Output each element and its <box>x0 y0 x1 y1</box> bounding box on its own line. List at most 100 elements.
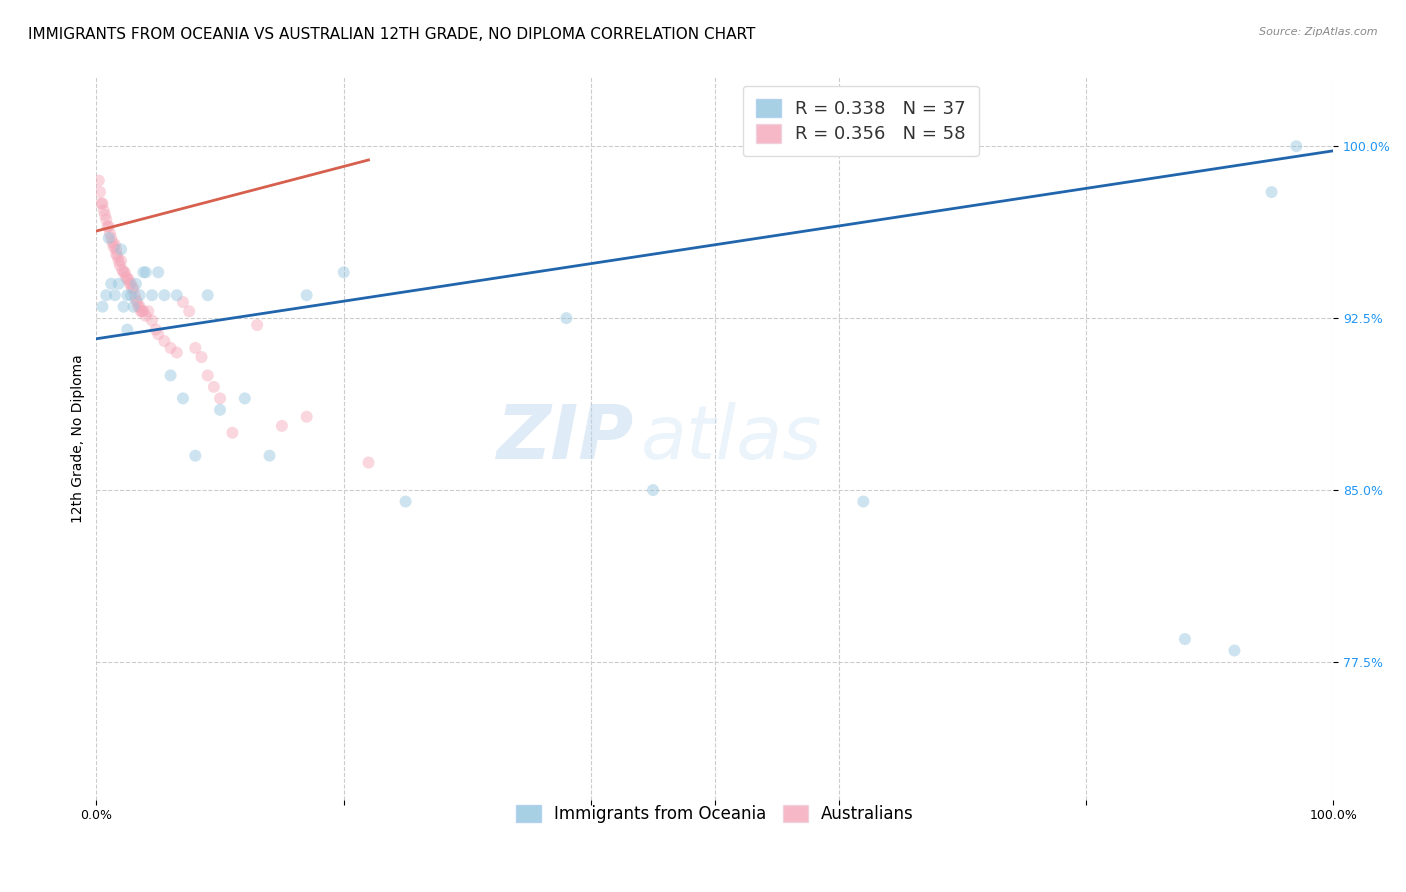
Point <box>394 494 416 508</box>
Point <box>128 300 150 314</box>
Point <box>98 227 121 241</box>
Point <box>184 341 207 355</box>
Point <box>271 418 294 433</box>
Point <box>122 281 145 295</box>
Point <box>117 272 139 286</box>
Point <box>246 318 269 332</box>
Text: IMMIGRANTS FROM OCEANIA VS AUSTRALIAN 12TH GRADE, NO DIPLOMA CORRELATION CHART: IMMIGRANTS FROM OCEANIA VS AUSTRALIAN 12… <box>28 27 755 42</box>
Point <box>97 219 120 234</box>
Point <box>87 173 110 187</box>
Point <box>124 288 146 302</box>
Point <box>115 269 138 284</box>
Point <box>148 265 170 279</box>
Point <box>172 392 194 406</box>
Point <box>197 288 219 302</box>
Point <box>166 288 188 302</box>
Point <box>202 380 225 394</box>
Point <box>120 288 142 302</box>
Point <box>852 494 875 508</box>
Point <box>110 243 132 257</box>
Point <box>221 425 243 440</box>
Point <box>117 323 139 337</box>
Point <box>96 288 118 302</box>
Point <box>132 265 155 279</box>
Point <box>1285 139 1308 153</box>
Point <box>209 392 232 406</box>
Point <box>125 277 148 291</box>
Point <box>295 409 318 424</box>
Point <box>118 277 141 291</box>
Point <box>357 456 380 470</box>
Point <box>131 304 153 318</box>
Point <box>93 203 115 218</box>
Point <box>101 235 124 250</box>
Legend: Immigrants from Oceania, Australians: Immigrants from Oceania, Australians <box>503 793 925 835</box>
Point <box>259 449 281 463</box>
Point <box>172 295 194 310</box>
Point <box>166 345 188 359</box>
Point <box>295 288 318 302</box>
Point <box>91 300 114 314</box>
Point <box>112 265 135 279</box>
Point <box>641 483 664 497</box>
Point <box>107 253 129 268</box>
Point <box>105 249 128 263</box>
Point <box>136 304 159 318</box>
Point <box>179 304 201 318</box>
Point <box>153 288 176 302</box>
Point <box>120 277 142 291</box>
Point <box>90 196 112 211</box>
Point <box>1174 632 1197 646</box>
Point <box>127 295 149 310</box>
Point <box>122 300 145 314</box>
Point <box>112 300 135 314</box>
Point <box>117 288 139 302</box>
Point <box>111 263 134 277</box>
Point <box>121 281 143 295</box>
Point <box>97 231 120 245</box>
Point <box>159 368 181 383</box>
Point <box>125 293 148 307</box>
Point <box>209 402 232 417</box>
Point <box>114 265 136 279</box>
Point <box>105 247 128 261</box>
Point <box>148 327 170 342</box>
Point <box>132 304 155 318</box>
Point <box>104 288 127 302</box>
Point <box>91 196 114 211</box>
Text: atlas: atlas <box>641 402 823 475</box>
Point <box>555 311 578 326</box>
Point <box>110 253 132 268</box>
Point <box>233 392 256 406</box>
Text: Source: ZipAtlas.com: Source: ZipAtlas.com <box>1260 27 1378 37</box>
Point <box>135 265 157 279</box>
Point <box>184 449 207 463</box>
Point <box>128 288 150 302</box>
Point <box>1260 185 1282 199</box>
Point <box>141 288 163 302</box>
Point <box>153 334 176 348</box>
Point <box>129 304 152 318</box>
Point <box>141 313 163 327</box>
Point <box>100 231 122 245</box>
Point <box>197 368 219 383</box>
Point <box>127 300 149 314</box>
Point <box>104 237 127 252</box>
Point <box>145 323 167 337</box>
Point <box>107 277 129 291</box>
Point <box>89 185 111 199</box>
Point <box>103 240 125 254</box>
Text: ZIP: ZIP <box>498 402 634 475</box>
Point <box>117 272 139 286</box>
Y-axis label: 12th Grade, No Diploma: 12th Grade, No Diploma <box>72 354 86 523</box>
Point <box>159 341 181 355</box>
Point <box>96 212 118 227</box>
Point <box>108 259 131 273</box>
Point <box>96 219 118 234</box>
Point <box>100 277 122 291</box>
Point <box>1223 643 1246 657</box>
Point <box>94 208 117 222</box>
Point <box>105 243 128 257</box>
Point <box>332 265 354 279</box>
Point <box>135 309 157 323</box>
